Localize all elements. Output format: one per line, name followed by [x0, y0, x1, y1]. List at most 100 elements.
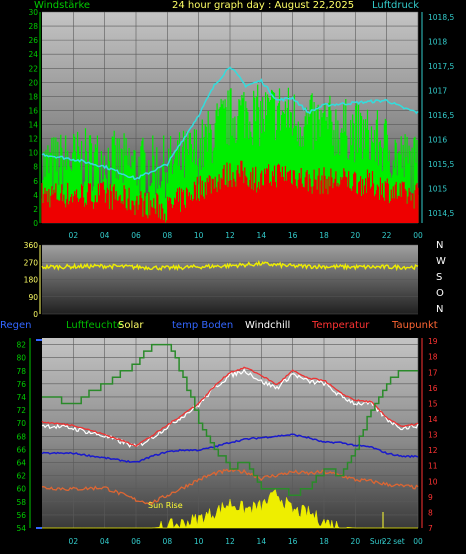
wind-axis-tick-label: 28: [28, 22, 38, 31]
climate-time-tick-label: Sun: [370, 537, 385, 546]
humidity-axis-tick-label: 62: [16, 472, 26, 481]
direction-axis-tick-label: 360: [24, 241, 39, 250]
compass-label-n-top: N: [436, 240, 444, 251]
wind-axis-tick-label: 0: [33, 219, 38, 228]
sun-rise-label: Sun Rise: [148, 501, 183, 510]
wind-axis-tick-label: 2: [33, 205, 38, 214]
wind-axis-tick-label: 16: [28, 106, 38, 115]
humidity-series: [42, 343, 418, 496]
humidity-axis-tick-label: 64: [16, 458, 26, 467]
direction-axis-tick-label: 0: [33, 310, 38, 319]
climate-time-tick-label: 12: [225, 537, 235, 546]
temperature-axis-tick-label: 8: [428, 508, 433, 517]
direction-axis-tick-label: 180: [24, 276, 39, 285]
dewpoint-series: [41, 467, 419, 506]
humidity-axis-tick-label: 66: [16, 445, 26, 454]
wind-axis-tick-label: 30: [28, 8, 38, 17]
pressure-axis-tick-label: 1018,5: [428, 13, 454, 22]
climate-time-tick-label: 14: [257, 537, 267, 546]
wind-axis-tick-label: 4: [33, 191, 38, 200]
compass-label-o: O: [436, 288, 444, 299]
climate-time-tick-label: 18: [319, 537, 329, 546]
humidity-axis-tick-label: 76: [16, 380, 26, 389]
humidity-axis-tick-label: 72: [16, 406, 26, 415]
wind-time-tick-label: 04: [100, 231, 110, 240]
wind-axis-tick-label: 10: [28, 149, 38, 158]
climate-time-tick-label: 22: [382, 537, 392, 546]
legend-temperatur: Temperatur: [312, 320, 370, 331]
wind-time-tick-label: 12: [225, 231, 235, 240]
temperature-axis-tick-label: 10: [428, 477, 438, 486]
wind-time-tick-label: 06: [131, 231, 141, 240]
humidity-axis-tick-label: 70: [16, 419, 26, 428]
compass-label-n-bottom: N: [436, 304, 444, 315]
legend-regen: Regen: [0, 320, 32, 331]
humidity-axis-tick-label: 68: [16, 432, 26, 441]
legend-temp-boden: temp Boden: [172, 320, 234, 331]
wind-axis-tick-label: 12: [28, 135, 38, 144]
wind-axis-title: Windstärke: [34, 0, 91, 11]
temperature-axis-tick-label: 7: [428, 524, 433, 533]
climate-time-tick-label: 16: [288, 537, 298, 546]
pressure-axis-tick-label: 1017: [428, 87, 447, 96]
wind-axis-tick-label: 14: [28, 121, 38, 130]
pressure-axis-tick-label: 1016: [428, 136, 447, 145]
humidity-axis-tick-label: 60: [16, 485, 26, 494]
chart-title: 24 hour graph day : August 22,2025: [172, 0, 355, 11]
wind-time-tick-label: 10: [194, 231, 204, 240]
direction-axis-tick-label: 270: [24, 258, 39, 267]
wind-time-tick-label: 00: [413, 231, 423, 240]
compass-label-s: S: [436, 272, 443, 283]
temperature-axis-tick-label: 13: [428, 431, 438, 440]
wind-axis-tick-label: 22: [28, 64, 38, 73]
humidity-axis-tick-label: 80: [16, 354, 26, 363]
climate-time-tick-label: 06: [131, 537, 141, 546]
humidity-axis-tick-label: 54: [16, 524, 26, 533]
wind-axis-tick-label: 6: [33, 177, 38, 186]
temperature-axis-tick-label: 16: [428, 384, 438, 393]
compass-label-w: W: [436, 256, 446, 267]
temperature-axis-tick-label: 15: [428, 399, 438, 408]
climate-time-tick-label: set: [393, 537, 405, 546]
temperature-axis-tick-label: 18: [428, 353, 438, 362]
pressure-series: [41, 66, 419, 181]
wind-time-tick-label: 20: [351, 231, 361, 240]
humidity-axis-tick-label: 82: [16, 341, 26, 350]
wind-gust-series: [41, 160, 419, 223]
temperature-axis-tick-label: 11: [428, 462, 438, 471]
wind-axis-tick-label: 18: [28, 92, 38, 101]
wind-time-tick-label: 18: [319, 231, 329, 240]
humidity-axis-tick-label: 78: [16, 367, 26, 376]
temperature-axis-tick-label: 14: [428, 415, 438, 424]
legend-taupunkt: Taupunkt: [392, 320, 438, 331]
wind-axis-tick-label: 8: [33, 163, 38, 172]
legend-luftfeuchte: Luftfeuchte: [66, 320, 123, 331]
humidity-axis-tick-label: 74: [16, 393, 26, 402]
wind-axis-tick-label: 24: [28, 50, 38, 59]
solar-series: [42, 489, 418, 529]
climate-time-tick-label: 10: [194, 537, 204, 546]
wind-time-tick-label: 16: [288, 231, 298, 240]
temperature-axis-tick-label: 19: [428, 337, 438, 346]
temperature-axis-tick-label: 17: [428, 368, 438, 377]
temperature-series: [41, 366, 419, 447]
pressure-axis-tick-label: 1016,5: [428, 111, 454, 120]
pressure-axis-title: Luftdruck: [372, 0, 420, 11]
climate-time-tick-label: 20: [351, 537, 361, 546]
wind-axis-tick-label: 26: [28, 36, 38, 45]
direction-axis-tick-label: 90: [28, 293, 38, 302]
pressure-axis-tick-label: 1015: [428, 185, 447, 194]
wind-time-tick-label: 08: [163, 231, 173, 240]
climate-time-tick-label: 08: [163, 537, 173, 546]
soil-temperature-series: [41, 433, 419, 463]
wind-time-tick-label: 14: [257, 231, 267, 240]
climate-time-tick-label: 04: [100, 537, 110, 546]
temperature-axis-tick-label: 12: [428, 446, 438, 455]
pressure-axis-tick-label: 1015,5: [428, 160, 454, 169]
wind-time-tick-label: 22: [382, 231, 392, 240]
climate-time-tick-label: 02: [69, 537, 79, 546]
climate-time-tick-label: 00: [413, 537, 423, 546]
wind-axis-tick-label: 20: [28, 78, 38, 87]
wind-direction-series: [41, 260, 419, 272]
